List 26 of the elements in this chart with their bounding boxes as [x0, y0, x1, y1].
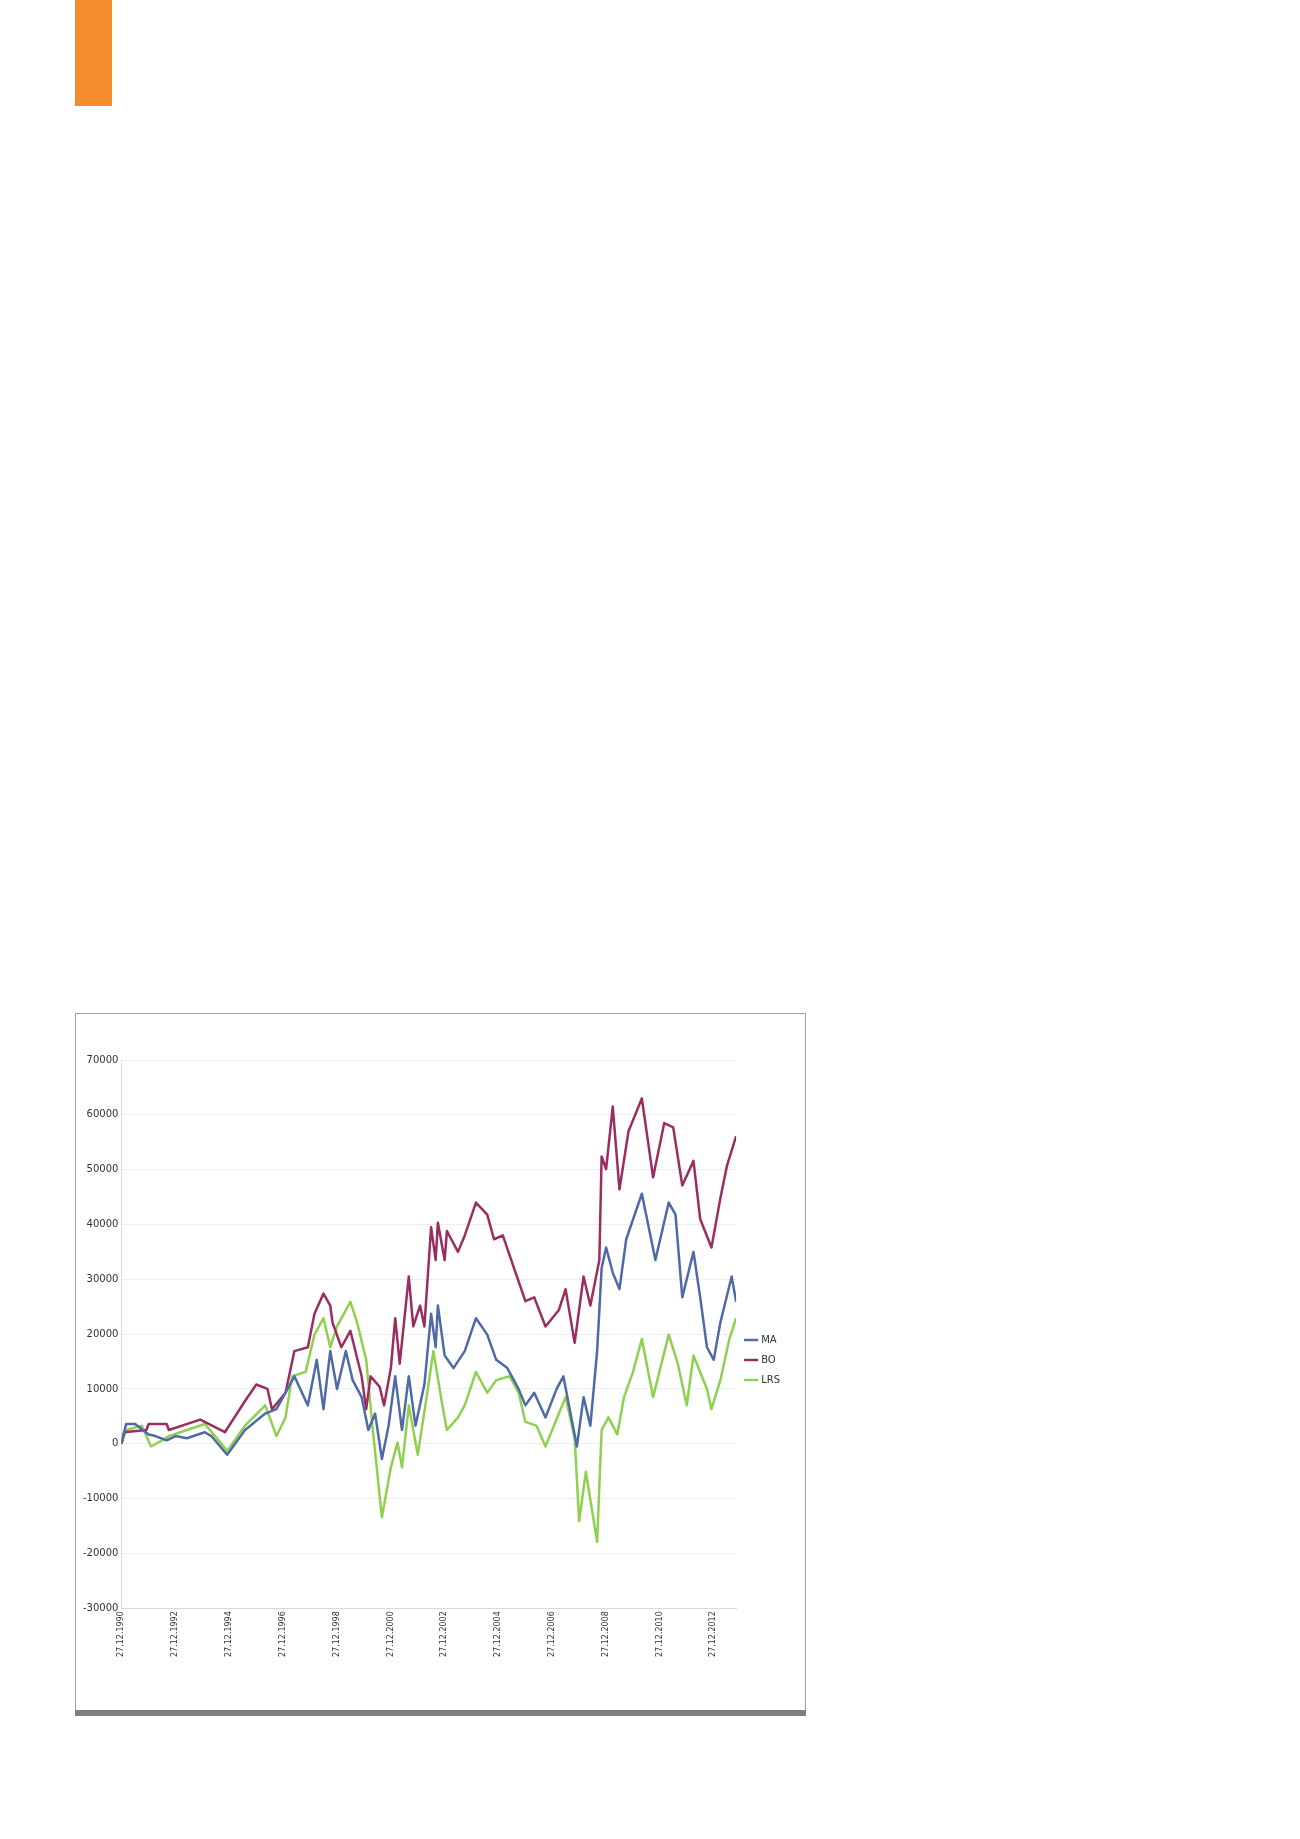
x-tick-label: 27.12.1992	[170, 1611, 180, 1658]
y-tick-label: -10000	[83, 1492, 119, 1504]
x-tick-label: 27.12.2010	[654, 1611, 664, 1658]
y-tick-label: 40000	[86, 1218, 119, 1230]
x-tick-label: 27.12.1990	[116, 1611, 126, 1658]
x-tick-label: 27.12.1994	[224, 1611, 234, 1658]
x-tick-label: 27.12.2002	[439, 1611, 449, 1658]
y-tick-label: 70000	[86, 1053, 119, 1065]
legend-label: BO	[761, 1353, 776, 1365]
y-tick-label: 20000	[86, 1327, 119, 1339]
x-tick-label: 27.12.2008	[600, 1611, 610, 1658]
x-tick-label: 27.12.1996	[277, 1611, 287, 1658]
x-tick-label: 27.12.2004	[493, 1611, 503, 1658]
legend-label: LRS	[761, 1373, 781, 1385]
y-tick-label: 50000	[86, 1163, 119, 1175]
x-tick-label: 27.12.2000	[385, 1611, 395, 1658]
y-tick-label: 60000	[86, 1108, 119, 1120]
x-tick-label: 27.12.2006	[546, 1611, 556, 1658]
legend-label: MA	[761, 1333, 777, 1345]
y-tick-label: 10000	[86, 1382, 119, 1394]
y-tick-label: 0	[112, 1437, 119, 1449]
y-tick-label: -20000	[83, 1546, 119, 1558]
x-tick-label: 27.12.1998	[331, 1611, 341, 1658]
y-tick-label: 30000	[86, 1272, 119, 1284]
y-tick-label: -30000	[83, 1601, 119, 1613]
x-tick-label: 27.12.2012	[708, 1611, 718, 1658]
